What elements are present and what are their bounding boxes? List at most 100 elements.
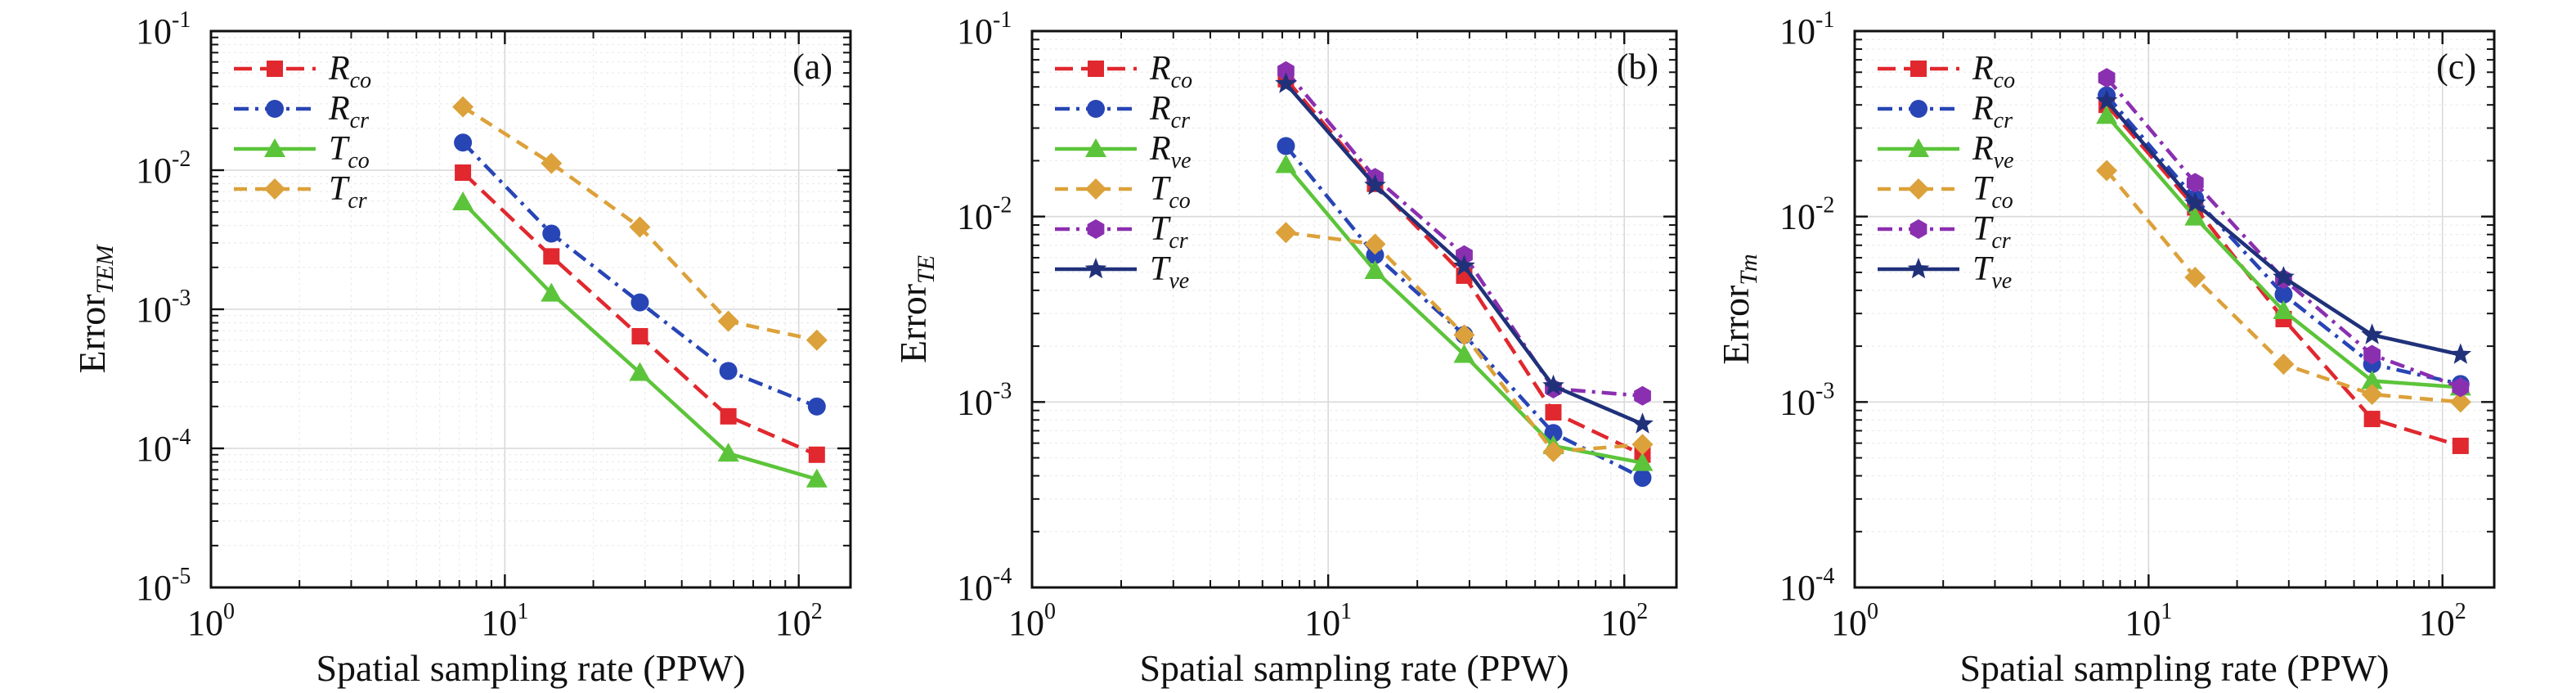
x-tick-label: 102 <box>775 599 823 643</box>
data-point <box>719 362 738 380</box>
data-point <box>1453 254 1475 276</box>
data-point <box>1275 72 1297 93</box>
data-point <box>1364 173 1386 196</box>
data-point <box>1453 324 1475 346</box>
legend-label: Tcr <box>329 170 367 214</box>
panel-tag: (c) <box>2436 47 2476 87</box>
legend-item: Tcr <box>1055 210 1188 254</box>
data-point <box>1275 222 1297 244</box>
data-point <box>2186 173 2204 193</box>
ticks <box>1855 31 2494 587</box>
x-tick-label: 101 <box>481 599 528 643</box>
y-tick-label: 10-1 <box>957 7 1012 52</box>
data-point <box>2363 344 2381 365</box>
x-tick-label: 102 <box>2419 599 2466 643</box>
x-tick-label: 100 <box>187 599 235 643</box>
legend-label: Tco <box>1972 170 2013 214</box>
data-point <box>2449 343 2472 364</box>
data-point <box>543 248 560 265</box>
legend-label: Tco <box>329 130 370 173</box>
legend-item: Rco <box>234 50 371 93</box>
y-tick-label: 10-5 <box>136 564 191 608</box>
data-point <box>806 468 828 488</box>
data-point <box>1544 424 1563 443</box>
legend-marker <box>1087 219 1105 239</box>
data-point <box>2361 370 2383 389</box>
legend-marker <box>1085 178 1106 200</box>
data-point <box>631 327 648 344</box>
data-point <box>2098 68 2116 88</box>
series-r-ve <box>2096 105 2471 396</box>
data-point <box>1364 259 1386 279</box>
legend-marker <box>1907 258 1930 279</box>
legend-marker <box>1085 138 1106 157</box>
legend-item: Rcr <box>234 90 369 133</box>
x-tick-label: 100 <box>1008 599 1056 643</box>
series-t-co <box>2096 160 2471 413</box>
y-tick-label: 10-1 <box>136 7 191 52</box>
axes-frame <box>1853 29 2496 589</box>
legend-item: Tcr <box>234 170 367 214</box>
legend-item: Tco <box>1055 170 1191 214</box>
data-point <box>2274 285 2293 304</box>
y-tick-label: 10-3 <box>957 378 1012 422</box>
data-point <box>541 282 563 302</box>
series-r-cr <box>454 133 826 416</box>
legend-item: Rco <box>1055 50 1192 93</box>
legend-label: Rcr <box>1149 90 1190 133</box>
x-tick-label: 101 <box>2125 599 2172 643</box>
y-tick-label: 10-4 <box>1779 564 1834 608</box>
data-point <box>454 133 473 152</box>
legend-marker <box>1087 100 1105 118</box>
y-tick-label: 10-3 <box>136 286 191 330</box>
data-point <box>2184 266 2206 288</box>
legend-label: Tve <box>1972 250 2012 294</box>
data-point <box>2096 160 2118 182</box>
legend-marker <box>266 100 284 118</box>
legend-marker <box>1908 138 1929 157</box>
data-point <box>452 96 474 118</box>
data-point <box>1545 403 1562 421</box>
data-point <box>1631 412 1654 434</box>
y-tick-label: 10-4 <box>136 425 191 469</box>
y-tick-label: 10-3 <box>1779 378 1834 422</box>
data-point <box>2184 206 2206 226</box>
legend-item: Tve <box>1055 250 1189 294</box>
data-point <box>2184 191 2206 213</box>
data-point <box>717 310 739 332</box>
legend-label: Rve <box>1149 130 1192 173</box>
x-tick-label: 101 <box>1304 599 1352 643</box>
y-tick-label: 10-2 <box>957 193 1012 237</box>
data-point <box>1542 440 1564 462</box>
series-t-co <box>452 191 828 488</box>
legend-label: Rco <box>1149 50 1192 93</box>
series-line <box>1284 145 1644 480</box>
legend-item: Rcr <box>1878 90 2013 133</box>
data-point <box>806 329 828 351</box>
y-tick-label: 10-2 <box>136 146 191 191</box>
legend-item: Rco <box>1878 50 2015 93</box>
y-tick-label: 10-4 <box>957 564 1012 608</box>
legend-label: Rcr <box>328 90 369 133</box>
legend-item: Rcr <box>1055 90 1190 133</box>
data-point <box>1542 374 1564 396</box>
grid <box>1032 31 1676 587</box>
series-t-ve <box>1275 72 1654 434</box>
series-t-ve <box>2095 89 2472 364</box>
data-point <box>2363 411 2381 428</box>
x-axis-label: Spatial sampling rate (PPW) <box>1959 647 2389 689</box>
legend-item: Rve <box>1878 130 2014 173</box>
legend-item: Tco <box>1878 170 2013 214</box>
ticks <box>211 31 850 587</box>
data-point <box>720 407 737 425</box>
series-line <box>461 171 818 457</box>
series-t-cr <box>2098 68 2470 398</box>
legend-item: Tve <box>1878 250 2012 294</box>
legend-label: Tco <box>1150 170 1191 214</box>
data-point <box>1631 452 1654 471</box>
data-point <box>1364 233 1386 255</box>
data-point <box>631 293 649 312</box>
data-point <box>2361 323 2383 344</box>
